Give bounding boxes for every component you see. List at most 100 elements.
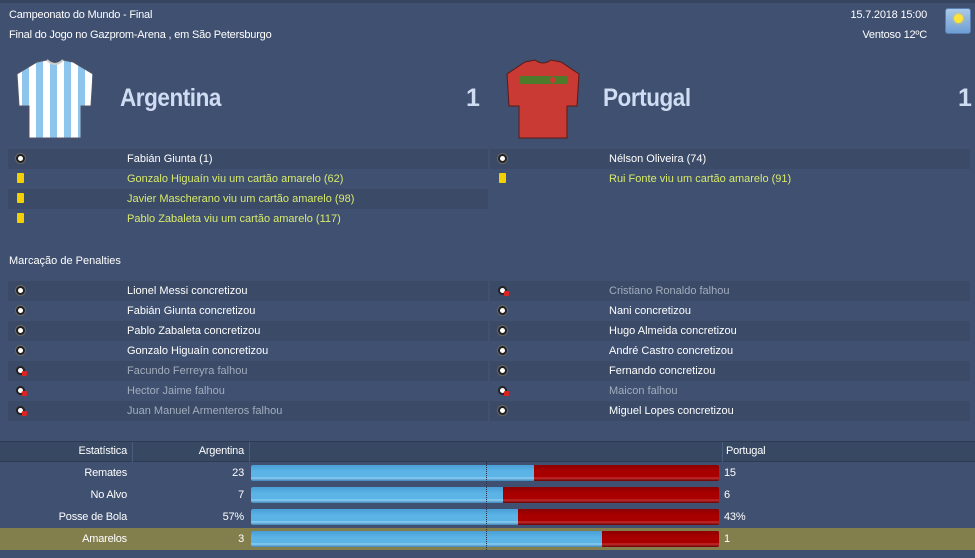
stat-home-value: 7 (238, 489, 244, 501)
stat-home-value: 57% (222, 511, 245, 523)
stat-label: No Alvo (90, 489, 127, 501)
event-row: Nani concretizou (490, 301, 970, 321)
event-row: Fabián Giunta concretizou (8, 301, 488, 321)
ball-icon (498, 154, 507, 163)
stat-away-value: 6 (724, 489, 730, 501)
ball-icon (16, 326, 25, 335)
event-row: Hugo Almeida concretizou (490, 321, 970, 341)
yellow-card-icon (17, 213, 24, 223)
event-row: Maicon falhou (490, 381, 970, 401)
event-row: André Castro concretizou (490, 341, 970, 361)
event-text: Miguel Lopes concretizou (609, 405, 734, 417)
weather-button[interactable] (945, 8, 971, 34)
stats-header: Estatística Argentina Portugal (0, 441, 975, 462)
stat-away-value: 43% (724, 511, 746, 523)
event-text: Gonzalo Higuaín concretizou (127, 345, 269, 357)
event-row: Rui Fonte viu um cartão amarelo (91) (490, 169, 970, 189)
column-divider (722, 442, 723, 462)
event-row: Lionel Messi concretizou (8, 281, 488, 301)
stat-row: No Alvo 7 6 (0, 484, 975, 506)
top-border (0, 0, 975, 3)
missed-ball-icon (498, 386, 509, 396)
event-text: Juan Manuel Armenteros falhou (127, 405, 283, 417)
away-score: 1 (958, 84, 972, 112)
column-divider (132, 442, 133, 462)
event-text: Cristiano Ronaldo falhou (609, 285, 730, 297)
stats-header-home[interactable]: Argentina (198, 445, 244, 457)
stat-bar (251, 531, 719, 547)
argentina-shirt-icon (16, 59, 94, 139)
ball-icon (498, 346, 507, 355)
portugal-shirt-icon (506, 59, 580, 139)
event-text: Lionel Messi concretizou (127, 285, 248, 297)
match-datetime: 15.7.2018 15:00 (850, 9, 927, 21)
event-row: Pablo Zabaleta concretizou (8, 321, 488, 341)
event-text: Maicon falhou (609, 385, 678, 397)
ball-icon (498, 366, 507, 375)
event-text: André Castro concretizou (609, 345, 734, 357)
event-row: Fabián Giunta (1) (8, 149, 488, 169)
midline (486, 462, 487, 550)
event-text: Pablo Zabaleta concretizou (127, 325, 261, 337)
stat-label: Remates (84, 467, 127, 479)
home-bar-fill (251, 487, 503, 503)
stat-bar (251, 465, 719, 481)
venue-text: Final do Jogo no Gazprom-Arena , em São … (9, 29, 272, 41)
event-text: Nélson Oliveira (74) (609, 153, 707, 165)
stat-row: Amarelos 3 1 (0, 528, 975, 550)
stat-row: Posse de Bola 57% 43% (0, 506, 975, 528)
event-row: Fernando concretizou (490, 361, 970, 381)
stat-away-value: 1 (724, 533, 730, 545)
missed-ball-icon (16, 386, 27, 396)
stat-bar (251, 487, 719, 503)
away-bar-fill (517, 509, 719, 525)
penalties-title: Marcação de Penalties (9, 255, 121, 267)
ball-icon (16, 286, 25, 295)
stats-header-stat[interactable]: Estatística (78, 445, 127, 457)
event-text: Fabián Giunta concretizou (127, 305, 256, 317)
event-text: Fernando concretizou (609, 365, 716, 377)
home-bar-fill (251, 465, 535, 481)
event-row: Hector Jaime falhou (8, 381, 488, 401)
event-row: Pablo Zabaleta viu um cartão amarelo (11… (8, 209, 488, 229)
away-team-name: Portugal (603, 84, 691, 112)
missed-ball-icon (16, 366, 27, 376)
home-bar-fill (251, 531, 602, 547)
event-row: Gonzalo Higuaín concretizou (8, 341, 488, 361)
event-text: Hugo Almeida concretizou (609, 325, 737, 337)
event-row: Nélson Oliveira (74) (490, 149, 970, 169)
stat-away-value: 15 (724, 467, 736, 479)
stat-home-value: 23 (232, 467, 244, 479)
stat-row: Remates 23 15 (0, 462, 975, 484)
ball-icon (16, 154, 25, 163)
event-text: Gonzalo Higuaín viu um cartão amarelo (6… (127, 173, 344, 185)
ball-icon (498, 306, 507, 315)
ball-icon (16, 306, 25, 315)
yellow-card-icon (17, 193, 24, 203)
event-row: Gonzalo Higuaín viu um cartão amarelo (6… (8, 169, 488, 189)
event-row: Miguel Lopes concretizou (490, 401, 970, 421)
stats-header-away[interactable]: Portugal (726, 445, 766, 457)
away-bar-fill (602, 531, 719, 547)
event-row: Cristiano Ronaldo falhou (490, 281, 970, 301)
competition-title: Campeonato do Mundo - Final (9, 9, 153, 21)
stat-label: Posse de Bola (58, 511, 128, 523)
event-row: Juan Manuel Armenteros falhou (8, 401, 488, 421)
event-text: Hector Jaime falhou (127, 385, 225, 397)
yellow-card-icon (17, 173, 24, 183)
home-bar-fill (251, 509, 518, 525)
away-bar-fill (534, 465, 719, 481)
yellow-card-icon (499, 173, 506, 183)
event-text: Facundo Ferreyra falhou (127, 365, 248, 377)
sun-icon (954, 14, 963, 23)
event-row: Javier Mascherano viu um cartão amarelo … (8, 189, 488, 209)
home-score: 1 (466, 84, 480, 112)
away-bar-fill (503, 487, 719, 503)
event-text: Fabián Giunta (1) (127, 153, 213, 165)
event-text: Pablo Zabaleta viu um cartão amarelo (11… (127, 213, 341, 225)
column-divider (249, 442, 250, 462)
event-text: Javier Mascherano viu um cartão amarelo … (127, 193, 355, 205)
ball-icon (498, 326, 507, 335)
home-team-name: Argentina (120, 84, 221, 112)
weather-text: Ventoso 12ºC (862, 29, 927, 41)
